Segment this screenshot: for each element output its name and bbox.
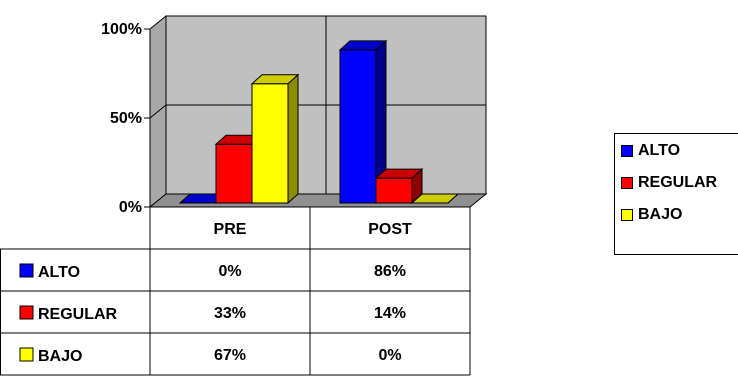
legend-item-alto: ALTO	[621, 142, 680, 160]
table-cell: 67%	[214, 347, 246, 364]
legend-item-bajo: BAJO	[621, 206, 682, 224]
legend-swatch-bajo	[621, 209, 633, 221]
y-tick-label: 0%	[119, 199, 142, 216]
x-tick-label: POST	[368, 221, 412, 238]
table-cell: 0%	[378, 347, 401, 364]
legend-label-alto: ALTO	[638, 142, 681, 159]
legend-label-regular: REGULAR	[638, 174, 718, 191]
table-cell: 0%	[218, 263, 241, 280]
table-cell: 86%	[374, 263, 406, 280]
table-cell: 14%	[374, 305, 406, 322]
x-tick-label: PRE	[214, 221, 247, 238]
bar-bajo-post	[410, 193, 460, 204]
legend-label-bajo: BAJO	[638, 206, 683, 223]
table-cell: 33%	[214, 305, 246, 322]
bar-regular-post	[374, 167, 424, 205]
table-row-label: BAJO	[38, 348, 82, 365]
y-tick-label: 100%	[101, 21, 142, 38]
table-swatch	[19, 263, 34, 278]
legend-item-regular: REGULAR	[621, 174, 717, 192]
table-swatch	[19, 305, 34, 320]
table-row-label: ALTO	[38, 264, 80, 281]
bar-bajo-pre	[250, 73, 300, 205]
chart-legend: ALTO REGULAR BAJO	[614, 133, 738, 255]
legend-swatch-regular	[621, 177, 633, 189]
bar-alto-post	[338, 39, 388, 205]
table-swatch	[19, 347, 34, 362]
table-row-label: REGULAR	[38, 306, 118, 323]
y-tick-label: 50%	[110, 110, 142, 127]
gridline-side	[149, 104, 167, 119]
legend-swatch-alto	[621, 145, 633, 157]
